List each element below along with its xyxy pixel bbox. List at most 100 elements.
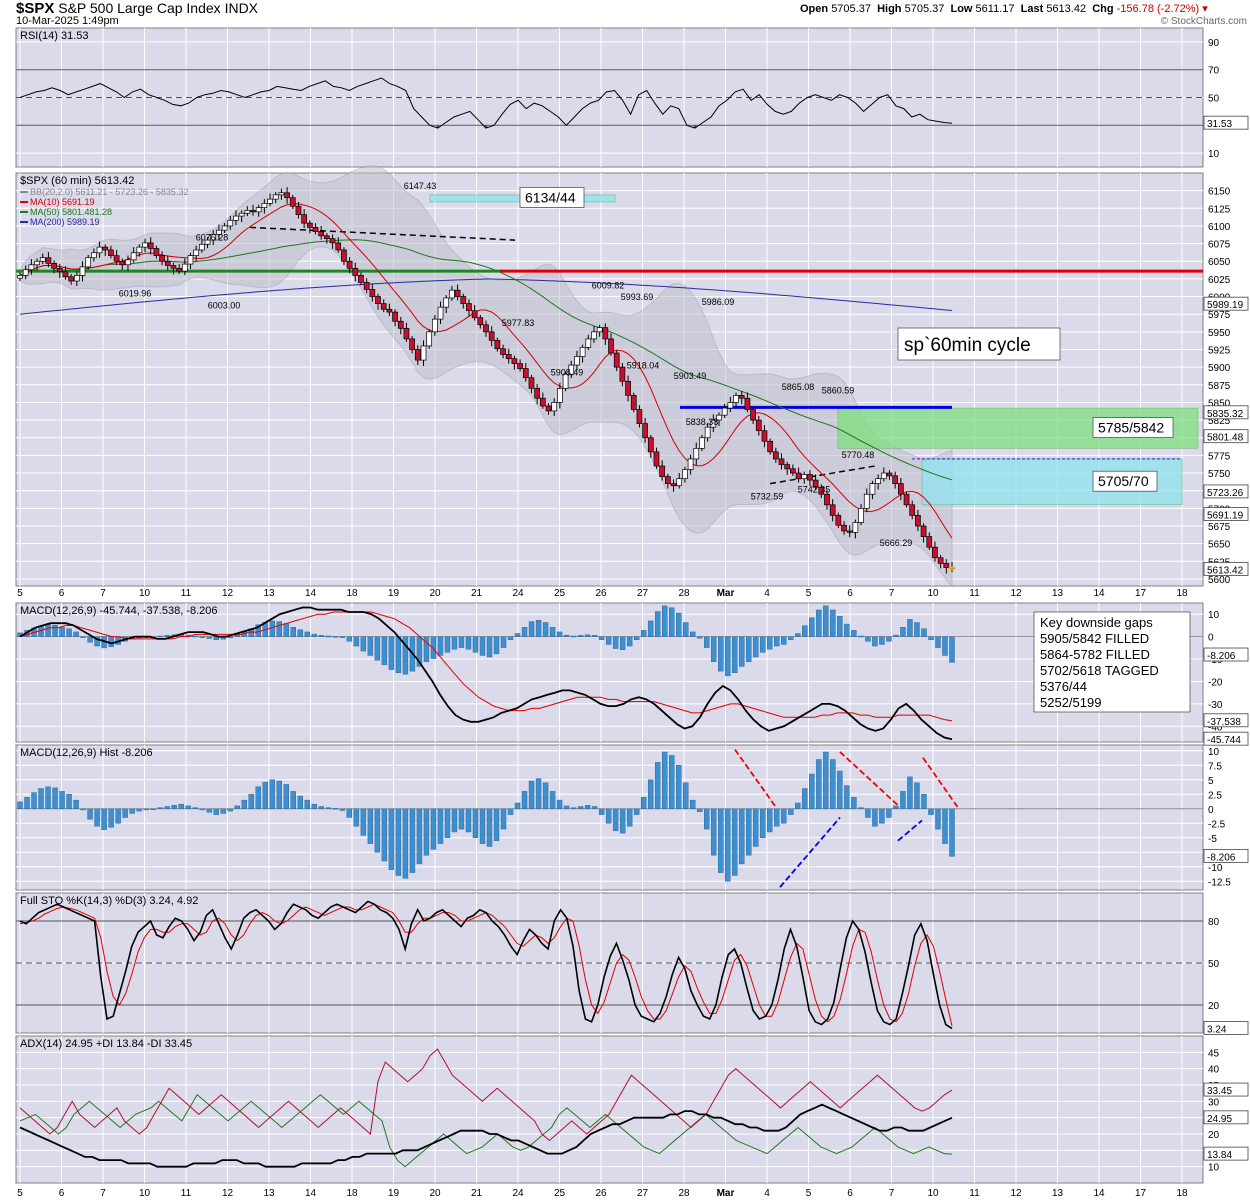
hist-bar [486,808,493,847]
macd-bar [318,635,325,637]
x-tick-label: 11 [969,1188,980,1199]
hist-red-trendline [839,751,899,806]
x-tick-label: 11 [181,1188,192,1199]
y-tick-label: -12.5 [1208,877,1231,888]
legend-entry: MA(10) 5691.19 [30,197,95,207]
hist-bar [45,786,51,810]
candle-body [545,405,552,412]
macd-bar [893,634,899,637]
macd-bar [290,627,296,637]
macd-bar [563,634,570,637]
hist-bar [626,808,633,827]
macd-bar [732,636,738,673]
hist-title: MACD(12,26,9) Hist -8.206 [20,747,153,759]
zone-label-box [519,187,585,208]
hist-bar [718,808,724,873]
y-tick-label: 5925 [1208,345,1231,356]
macd-bar [816,609,822,637]
candle-body [295,205,302,216]
candle-body [181,263,188,272]
macd-bar [900,627,906,637]
zone-label-box [1092,470,1158,492]
macd-axis-label-box [1203,713,1249,728]
hist-bar [802,788,808,809]
adx-title: ADX(14) 24.95 +DI 13.84 -DI 33.45 [20,1038,192,1050]
candle-body [380,303,387,310]
macd-bar [542,622,549,637]
price-axis-label: 5723.26 [1207,488,1244,499]
candle-body [483,324,489,333]
candle-body [909,504,916,516]
macd-bar [45,624,51,637]
hist-bar [395,808,402,876]
price-annotation: 6003.00 [208,300,241,310]
candle-body [863,493,870,509]
x-tick-label: 6 [59,588,65,599]
hist-bar [493,808,500,841]
hist-bar [31,792,37,809]
candle-body [596,327,603,333]
candle-body [539,397,546,407]
macd-bar [676,612,682,637]
candle-body [432,318,438,333]
hist-bar [507,808,514,815]
hist-bar [157,807,163,810]
candle-body [795,472,802,480]
hist-bar [921,794,927,809]
x-tick-label: 26 [595,1188,607,1199]
hist-bar [640,797,647,810]
hist-bar [816,759,822,809]
candle-body [511,358,518,364]
hist-bar [837,770,843,809]
macd-bar [661,605,668,637]
hist-bar [129,808,135,814]
x-tick-label: 5 [806,588,812,599]
rsi-last-label-box [1203,115,1249,130]
macd-bar [423,636,430,662]
y-tick-label: 6025 [1208,275,1231,286]
macd-bar [514,633,521,637]
x-tick-label: 25 [554,588,566,599]
candle-body [170,265,177,269]
y-tick-label: 5900 [1208,363,1231,374]
candle-body [858,507,864,523]
candle-body [676,478,683,487]
hist-bar [311,803,318,809]
hist-bar [619,808,626,834]
macd-bar [395,636,402,673]
candle-body [51,263,57,269]
candle-body [193,249,200,256]
x-tick-label: 13 [1052,588,1064,599]
low-value: 5611.17 [975,3,1015,15]
hist-bar [199,808,205,811]
candle-body [625,380,631,396]
hist-bar [732,808,738,876]
candle-body [733,395,739,403]
ma50-line [19,239,953,481]
candle-body [147,242,154,249]
candle-body [784,464,791,470]
candle-body [488,331,495,341]
y-tick-label: 20 [1208,1130,1220,1141]
y-tick-label: 10 [1208,149,1220,160]
candle-body [409,338,415,350]
macd-bar [444,636,451,653]
candle-body [164,260,171,266]
candle-body [636,409,643,424]
price-annotation: 5770.48 [842,450,875,460]
candle-body [318,231,325,237]
x-tick-label: Mar [717,1188,735,1199]
y-tick-label: 5750 [1208,469,1231,480]
hist-bar [528,780,535,810]
x-tick-label: 13 [1052,1188,1064,1199]
macd-bar [872,636,878,647]
hist-bar [269,779,275,809]
candle-body [466,303,472,312]
macd-bar [325,635,332,638]
candle-body [62,271,69,278]
candle-body [284,192,290,199]
macd-bar [374,636,381,661]
plus-di-line [19,1094,953,1168]
candle-body [829,504,836,516]
hist-bar [823,751,829,810]
